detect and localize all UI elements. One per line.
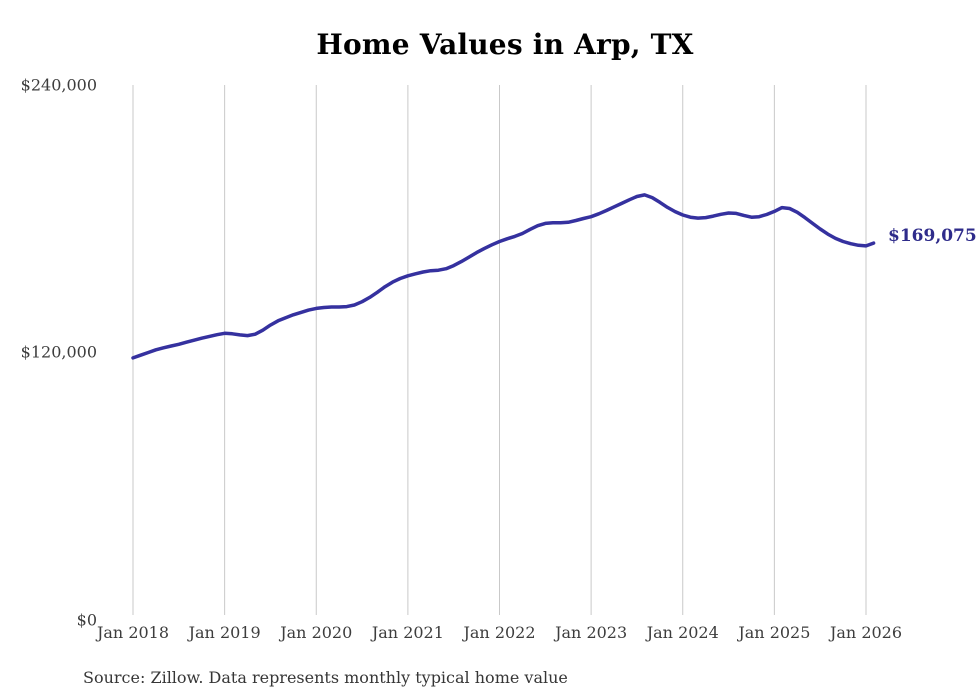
x-axis-tick-label: Jan 2025	[738, 623, 811, 642]
chart-title: Home Values in Arp, TX	[316, 28, 694, 61]
source-note: Source: Zillow. Data represents monthly …	[83, 668, 568, 687]
x-axis-tick-label: Jan 2024	[646, 623, 719, 642]
x-axis-tick-label: Jan 2022	[463, 623, 536, 642]
x-axis-tick-label: Jan 2019	[188, 623, 261, 642]
x-axis-tick-label: Jan 2021	[371, 623, 444, 642]
y-axis-tick-label: $240,000	[20, 75, 97, 95]
home-value-line	[131, 193, 876, 360]
y-axis-tick-label: $120,000	[20, 342, 97, 362]
x-axis-tick-label: Jan 2026	[829, 623, 903, 642]
x-axis-tick-label: Jan 2018	[96, 623, 170, 642]
x-axis-tick-label: Jan 2023	[555, 623, 628, 642]
x-axis-tick-label: Jan 2020	[280, 623, 353, 642]
y-axis-tick-label: $0	[76, 610, 97, 630]
latest-value-label: $169,075	[888, 226, 977, 246]
